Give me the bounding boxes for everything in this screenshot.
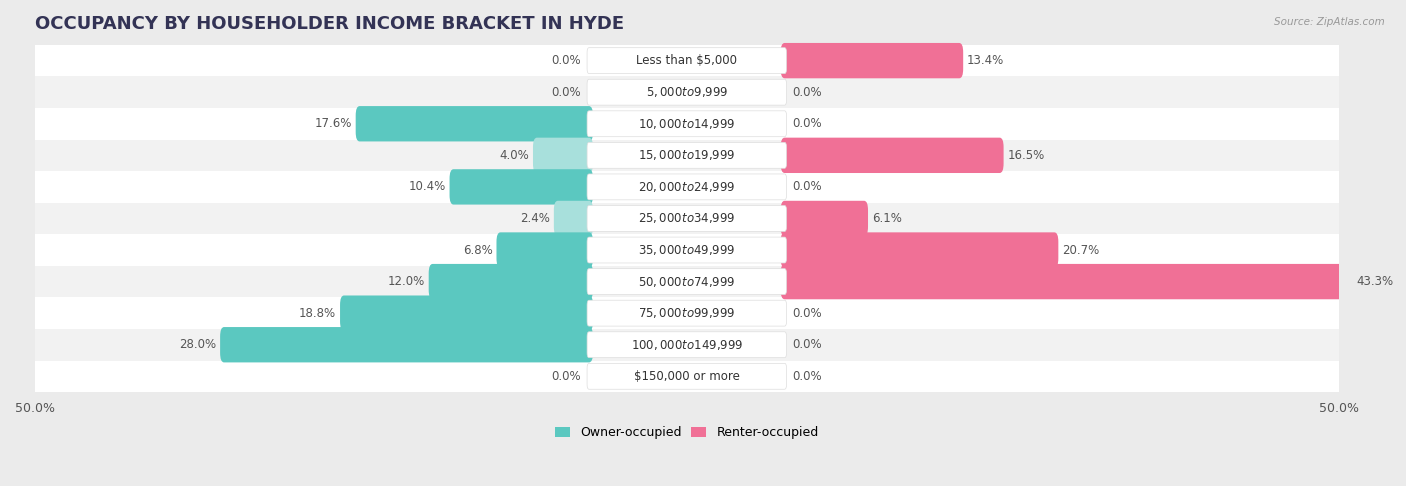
Text: 0.0%: 0.0%	[793, 117, 823, 130]
FancyBboxPatch shape	[588, 111, 786, 137]
FancyBboxPatch shape	[588, 300, 786, 326]
FancyBboxPatch shape	[588, 269, 786, 295]
Text: 17.6%: 17.6%	[315, 117, 352, 130]
FancyBboxPatch shape	[221, 327, 593, 363]
FancyBboxPatch shape	[356, 106, 593, 141]
Text: 43.3%: 43.3%	[1357, 275, 1393, 288]
FancyBboxPatch shape	[588, 206, 786, 231]
Text: 6.8%: 6.8%	[463, 243, 492, 257]
Text: 0.0%: 0.0%	[793, 86, 823, 99]
Text: 16.5%: 16.5%	[1008, 149, 1045, 162]
Text: 10.4%: 10.4%	[408, 180, 446, 193]
Text: $50,000 to $74,999: $50,000 to $74,999	[638, 275, 735, 289]
FancyBboxPatch shape	[780, 138, 1004, 173]
Text: 13.4%: 13.4%	[967, 54, 1004, 67]
Text: $5,000 to $9,999: $5,000 to $9,999	[645, 85, 728, 99]
Text: $100,000 to $149,999: $100,000 to $149,999	[631, 338, 742, 352]
Text: 6.1%: 6.1%	[872, 212, 901, 225]
Text: 28.0%: 28.0%	[179, 338, 217, 351]
Bar	[8, 171, 1365, 203]
Text: $150,000 or more: $150,000 or more	[634, 370, 740, 383]
FancyBboxPatch shape	[780, 43, 963, 78]
FancyBboxPatch shape	[340, 295, 593, 331]
FancyBboxPatch shape	[588, 174, 786, 200]
FancyBboxPatch shape	[588, 142, 786, 168]
FancyBboxPatch shape	[780, 201, 868, 236]
Text: 0.0%: 0.0%	[793, 338, 823, 351]
FancyBboxPatch shape	[496, 232, 593, 268]
FancyBboxPatch shape	[429, 264, 593, 299]
FancyBboxPatch shape	[588, 364, 786, 389]
Text: $10,000 to $14,999: $10,000 to $14,999	[638, 117, 735, 131]
FancyBboxPatch shape	[588, 332, 786, 358]
Text: $20,000 to $24,999: $20,000 to $24,999	[638, 180, 735, 194]
FancyBboxPatch shape	[533, 138, 593, 173]
Text: $25,000 to $34,999: $25,000 to $34,999	[638, 211, 735, 226]
FancyBboxPatch shape	[588, 79, 786, 105]
FancyBboxPatch shape	[588, 237, 786, 263]
Text: OCCUPANCY BY HOUSEHOLDER INCOME BRACKET IN HYDE: OCCUPANCY BY HOUSEHOLDER INCOME BRACKET …	[35, 15, 624, 33]
FancyBboxPatch shape	[450, 169, 593, 205]
Text: 0.0%: 0.0%	[793, 180, 823, 193]
Text: 0.0%: 0.0%	[551, 370, 581, 383]
Text: Less than $5,000: Less than $5,000	[637, 54, 737, 67]
Text: 0.0%: 0.0%	[551, 86, 581, 99]
Bar	[8, 203, 1365, 234]
Bar	[8, 139, 1365, 171]
Text: 0.0%: 0.0%	[551, 54, 581, 67]
Legend: Owner-occupied, Renter-occupied: Owner-occupied, Renter-occupied	[550, 421, 824, 444]
Text: $75,000 to $99,999: $75,000 to $99,999	[638, 306, 735, 320]
Bar	[8, 234, 1365, 266]
Bar	[8, 329, 1365, 361]
Text: Source: ZipAtlas.com: Source: ZipAtlas.com	[1274, 17, 1385, 27]
Text: $15,000 to $19,999: $15,000 to $19,999	[638, 148, 735, 162]
Text: 20.7%: 20.7%	[1063, 243, 1099, 257]
FancyBboxPatch shape	[588, 48, 786, 73]
FancyBboxPatch shape	[554, 201, 593, 236]
Bar	[8, 266, 1365, 297]
Text: 4.0%: 4.0%	[499, 149, 529, 162]
Bar	[8, 45, 1365, 76]
FancyBboxPatch shape	[780, 232, 1059, 268]
Text: $35,000 to $49,999: $35,000 to $49,999	[638, 243, 735, 257]
Text: 2.4%: 2.4%	[520, 212, 550, 225]
Bar	[8, 361, 1365, 392]
Bar	[8, 297, 1365, 329]
Bar	[8, 108, 1365, 139]
Text: 0.0%: 0.0%	[793, 307, 823, 320]
Text: 12.0%: 12.0%	[388, 275, 425, 288]
Text: 0.0%: 0.0%	[793, 370, 823, 383]
FancyBboxPatch shape	[780, 264, 1353, 299]
Text: 18.8%: 18.8%	[299, 307, 336, 320]
Bar	[8, 76, 1365, 108]
